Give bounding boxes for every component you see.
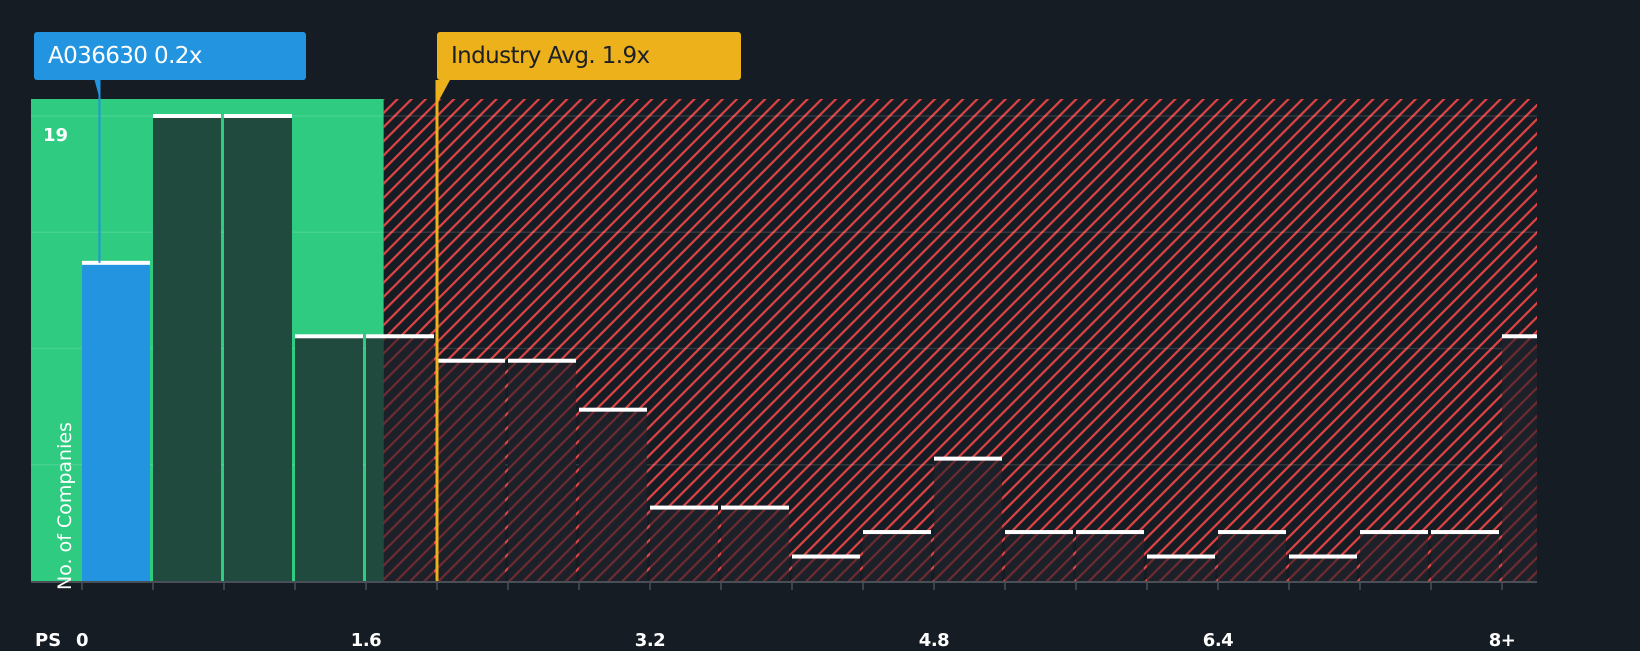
histogram-bar [934,456,1002,581]
bar-top-marker [579,407,647,412]
y-axis-title: No. of Companies [54,422,76,590]
bar-top-marker [792,554,860,559]
histogram-bar [1502,334,1537,581]
bar-top-marker [82,260,150,265]
histogram-bar [792,554,860,581]
x-axis-name: PS [35,630,62,651]
bar-top-marker [508,358,576,363]
x-tick-label: 3.2 [634,630,666,651]
bar-top-marker [1005,530,1073,535]
bar-top-marker [366,334,434,339]
histogram-bar [1431,530,1499,581]
histogram-bar [1005,530,1073,581]
bar-top-marker [153,114,221,118]
histogram-bar [1218,530,1286,581]
bar-top-marker [650,505,718,510]
histogram-bar [366,334,434,581]
bar-top-marker [224,114,292,118]
bar-top-marker [934,456,1002,461]
bar-top-marker [437,358,505,363]
histogram-bar [1076,530,1144,581]
bar-top-marker [295,334,363,339]
bar-top-marker [1502,334,1537,339]
x-tick-label: 4.8 [918,630,950,651]
histogram-bar [863,530,931,581]
histogram-bars [82,114,1537,581]
histogram-bar [1147,554,1215,581]
histogram-bar [153,114,221,581]
value-markers [94,80,450,581]
histogram-bar [1360,530,1428,581]
industry-callout-pointer [437,80,450,104]
company-ps-callout: A036630 0.2x [34,32,306,80]
histogram-bar [721,505,789,581]
histogram-bar [437,358,505,581]
x-tick-label: 1.6 [350,630,382,651]
x-tick-label: 6.4 [1202,630,1234,651]
histogram-bar [579,407,647,581]
bar-top-marker [1360,530,1428,535]
histogram-bar [224,114,292,581]
histogram-bar [650,505,718,581]
company-callout-pointer [94,80,101,102]
x-axis [31,581,1537,590]
bar-top-marker [1147,554,1215,559]
histogram-bar [508,358,576,581]
histogram-bar [82,260,150,581]
x-tick-label: 8+ [1488,630,1516,651]
bar-top-marker [1431,530,1499,535]
bar-top-marker [1289,554,1357,559]
bar-top-marker [1076,530,1144,535]
bar-top-marker [1218,530,1286,535]
histogram-bar [1289,554,1357,581]
bar-top-marker [721,505,789,510]
y-axis-max-label: 19 [43,125,69,146]
bar-top-marker [863,530,931,535]
x-tick-label: 0 [75,630,89,651]
industry-avg-callout: Industry Avg. 1.9x [437,32,741,80]
histogram-bar [295,334,363,581]
